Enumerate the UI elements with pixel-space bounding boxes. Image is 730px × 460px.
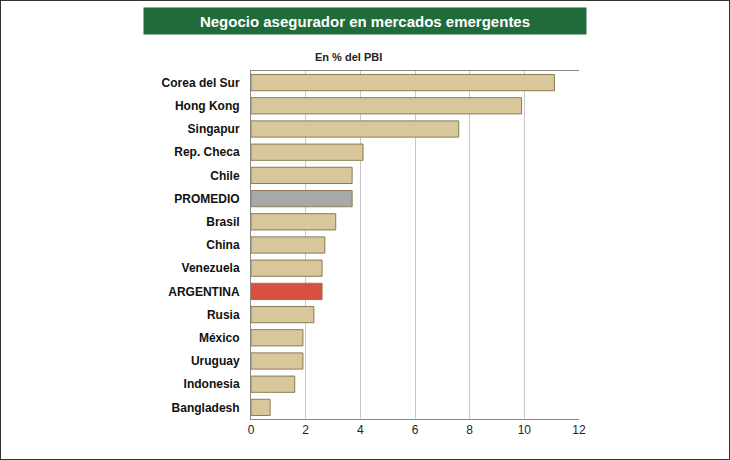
svg-text:12: 12 bbox=[572, 423, 586, 437]
svg-text:Bangladesh: Bangladesh bbox=[172, 401, 240, 415]
svg-text:Corea del Sur: Corea del Sur bbox=[162, 76, 240, 90]
svg-text:PROMEDIO: PROMEDIO bbox=[174, 192, 239, 206]
svg-text:8: 8 bbox=[466, 423, 473, 437]
svg-text:Rusia: Rusia bbox=[207, 308, 240, 322]
svg-text:Singapur: Singapur bbox=[188, 122, 240, 136]
svg-text:Rep. Checa: Rep. Checa bbox=[174, 145, 240, 159]
svg-text:Venezuela: Venezuela bbox=[182, 261, 240, 275]
svg-text:En % del PBI: En % del PBI bbox=[315, 51, 382, 63]
svg-text:Negocio asegurador en mercados: Negocio asegurador en mercados emergente… bbox=[200, 13, 530, 30]
svg-text:0: 0 bbox=[248, 423, 255, 437]
svg-text:China: China bbox=[206, 238, 240, 252]
svg-text:Uruguay: Uruguay bbox=[191, 354, 240, 368]
svg-text:Brasil: Brasil bbox=[206, 215, 239, 229]
svg-text:México: México bbox=[199, 331, 240, 345]
svg-text:Indonesia: Indonesia bbox=[184, 377, 240, 391]
svg-text:Hong Kong: Hong Kong bbox=[175, 99, 240, 113]
svg-text:ARGENTINA: ARGENTINA bbox=[168, 285, 240, 299]
svg-text:Chile: Chile bbox=[210, 169, 240, 183]
svg-text:2: 2 bbox=[302, 423, 309, 437]
svg-text:6: 6 bbox=[412, 423, 419, 437]
svg-text:4: 4 bbox=[357, 423, 364, 437]
svg-text:10: 10 bbox=[518, 423, 532, 437]
